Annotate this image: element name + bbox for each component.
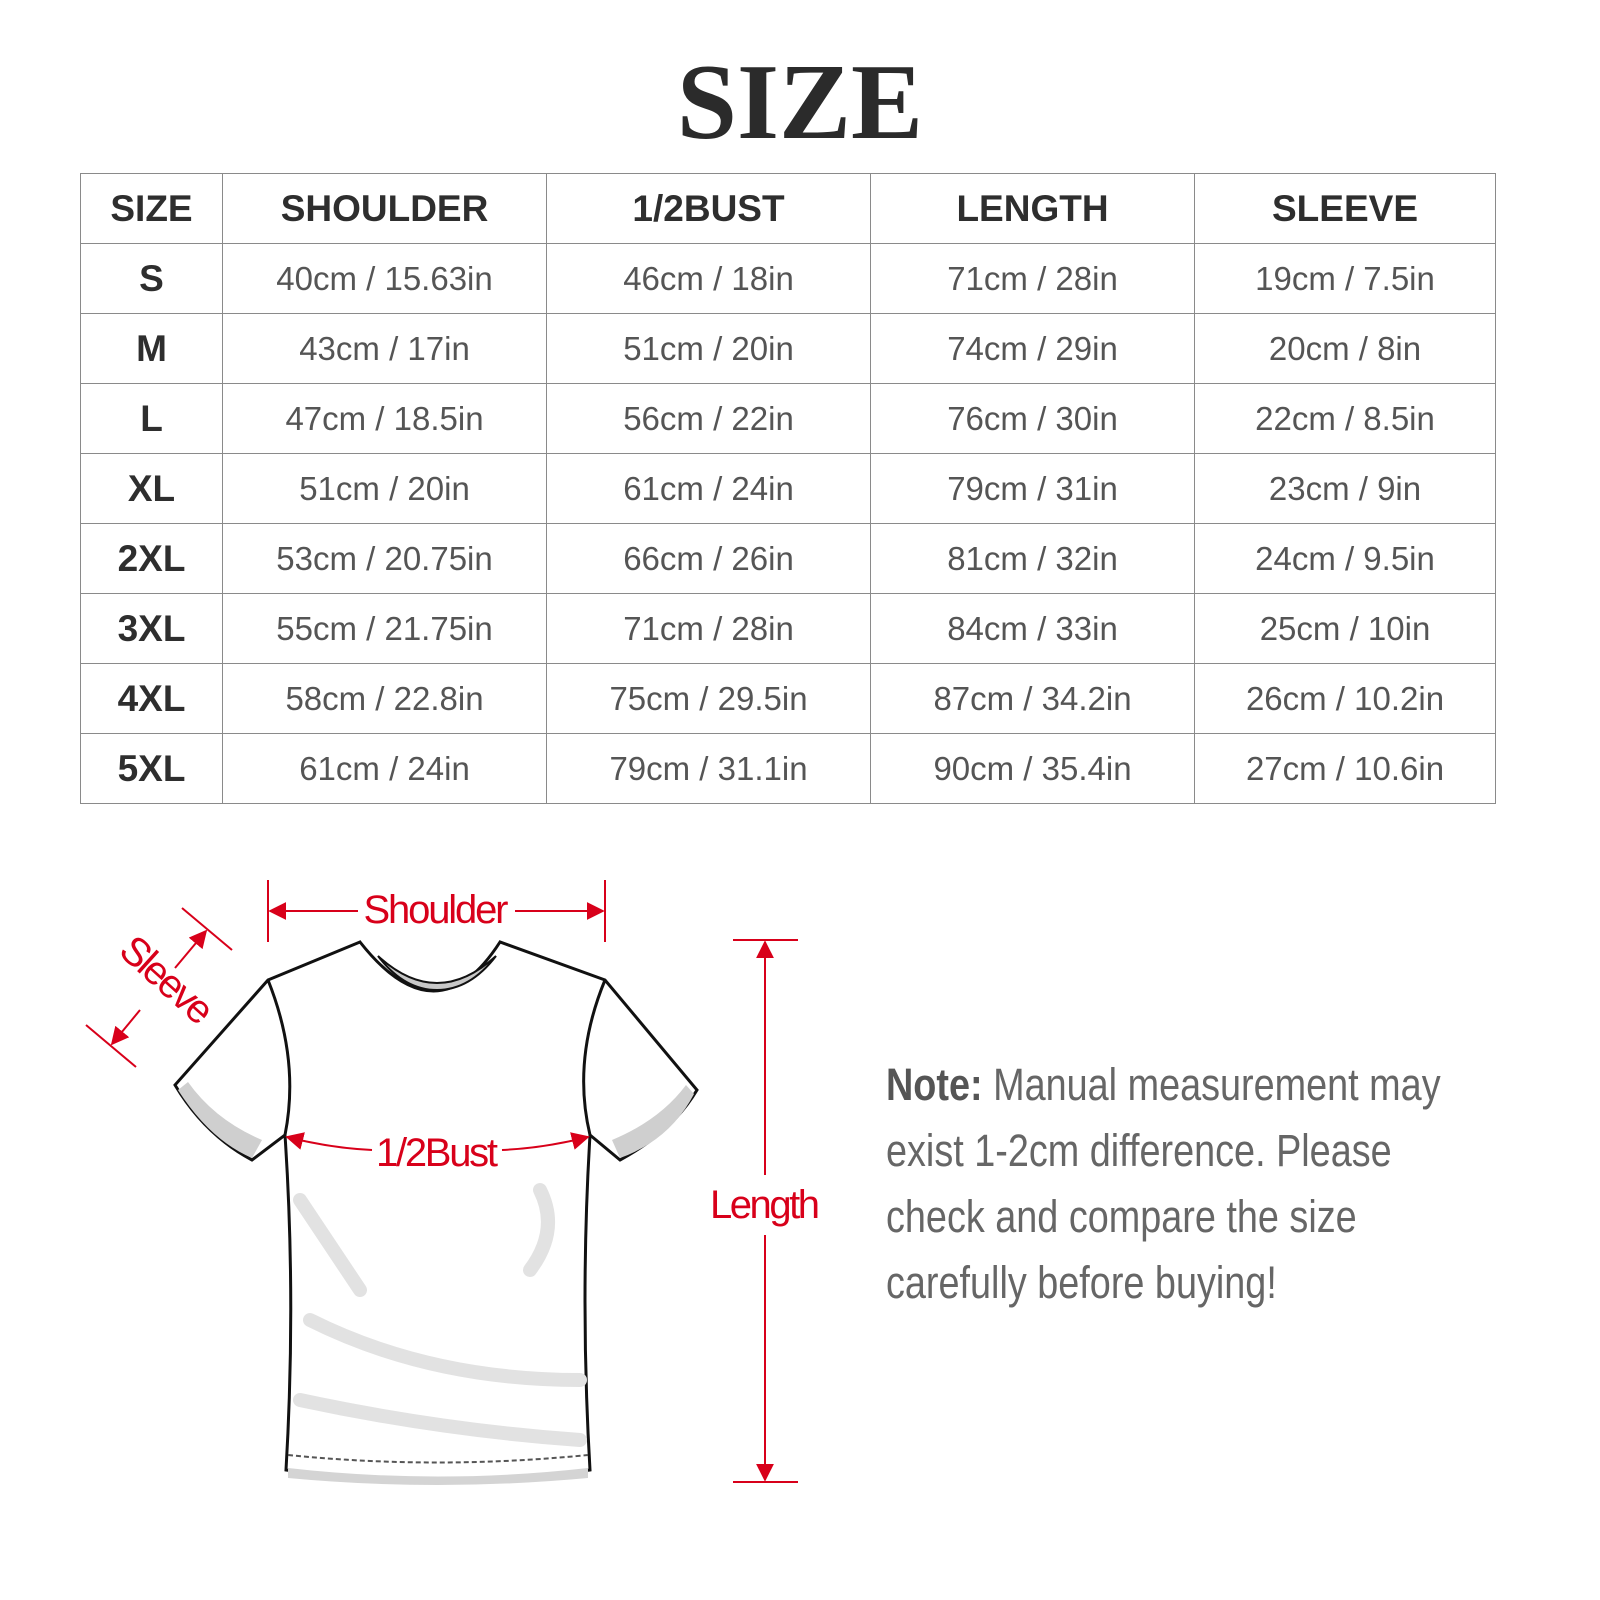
measurement-cell: 25cm / 10in <box>1194 593 1496 664</box>
shoulder-label: Shoulder <box>364 888 509 932</box>
sleeve-label: Sleeve <box>111 927 222 1033</box>
note-line: Manual measurement may <box>993 1059 1441 1110</box>
size-note: Note: Manual measurement may exist 1-2cm… <box>886 1052 1441 1316</box>
note-line: carefully before buying! <box>886 1257 1277 1308</box>
size-cell: XL <box>80 453 223 524</box>
measurement-cell: 81cm / 32in <box>870 523 1195 594</box>
column-header: SLEEVE <box>1194 173 1496 244</box>
shoulder-measure: Shoulder <box>267 880 606 942</box>
table-row: 4XL 58cm / 22.8in 75cm / 29.5in 87cm / 34.2… <box>80 663 1496 734</box>
measurement-cell: 43cm / 17in <box>222 313 547 384</box>
measurement-cell: 46cm / 18in <box>546 243 871 314</box>
measurement-cell: 71cm / 28in <box>546 593 871 664</box>
table-row: L 47cm / 18.5in 56cm / 22in 76cm / 30in 22cm… <box>80 383 1496 454</box>
size-cell: L <box>80 383 223 454</box>
measurement-cell: 22cm / 8.5in <box>1194 383 1496 454</box>
length-label: Length <box>710 1183 820 1227</box>
column-header: LENGTH <box>870 173 1195 244</box>
measurement-cell: 71cm / 28in <box>870 243 1195 314</box>
table-row: 3XL 55cm / 21.75in 71cm / 28in 84cm / 33in 2… <box>80 593 1496 664</box>
column-header: 1/2BUST <box>546 173 871 244</box>
measurement-cell: 19cm / 7.5in <box>1194 243 1496 314</box>
size-cell: 5XL <box>80 733 223 804</box>
tshirt-outline <box>173 940 699 1485</box>
bust-label: 1/2Bust <box>376 1131 498 1175</box>
measurement-cell: 55cm / 21.75in <box>222 593 547 664</box>
size-cell: 3XL <box>80 593 223 664</box>
measurement-cell: 90cm / 35.4in <box>870 733 1195 804</box>
measurement-cell: 79cm / 31in <box>870 453 1195 524</box>
column-header: SIZE <box>80 173 223 244</box>
measurement-cell: 84cm / 33in <box>870 593 1195 664</box>
note-line: exist 1-2cm difference. Please <box>886 1125 1392 1176</box>
note-line: check and compare the size <box>886 1191 1357 1242</box>
measurement-cell: 79cm / 31.1in <box>546 733 871 804</box>
measurement-cell: 56cm / 22in <box>546 383 871 454</box>
measurement-cell: 61cm / 24in <box>546 453 871 524</box>
size-cell: M <box>80 313 223 384</box>
measurement-cell: 58cm / 22.8in <box>222 663 547 734</box>
page-title: SIZE <box>676 43 924 162</box>
table-header-row: SIZE SHOULDER 1/2BUST LENGTH SLEEVE <box>80 173 1496 244</box>
measurement-cell: 74cm / 29in <box>870 313 1195 384</box>
bust-measure: 1/2Bust <box>285 1131 590 1175</box>
table-row: 2XL 53cm / 20.75in 66cm / 26in 81cm / 32in 2… <box>80 523 1496 594</box>
table-row: 5XL 61cm / 24in 79cm / 31.1in 90cm / 35.4in… <box>80 733 1496 804</box>
measurement-cell: 47cm / 18.5in <box>222 383 547 454</box>
measurement-cell: 53cm / 20.75in <box>222 523 547 594</box>
measurement-cell: 51cm / 20in <box>546 313 871 384</box>
size-cell: 2XL <box>80 523 223 594</box>
measurement-cell: 26cm / 10.2in <box>1194 663 1496 734</box>
measurement-cell: 66cm / 26in <box>546 523 871 594</box>
measurement-cell: 75cm / 29.5in <box>546 663 871 734</box>
measurement-cell: 23cm / 9in <box>1194 453 1496 524</box>
measurement-cell: 76cm / 30in <box>870 383 1195 454</box>
measurement-cell: 51cm / 20in <box>222 453 547 524</box>
measurement-cell: 40cm / 15.63in <box>222 243 547 314</box>
size-cell: S <box>80 243 223 314</box>
table-row: M 43cm / 17in 51cm / 20in 74cm / 29in 20cm /… <box>80 313 1496 384</box>
measurement-cell: 27cm / 10.6in <box>1194 733 1496 804</box>
column-header: SHOULDER <box>222 173 547 244</box>
table-body: S 40cm / 15.63in 46cm / 18in 71cm / 28in 19c… <box>80 243 1496 804</box>
table-row: S 40cm / 15.63in 46cm / 18in 71cm / 28in 19c… <box>80 243 1496 314</box>
measurement-cell: 61cm / 24in <box>222 733 547 804</box>
note-label: Note: <box>886 1059 983 1110</box>
size-cell: 4XL <box>80 663 223 734</box>
measurement-cell: 87cm / 34.2in <box>870 663 1195 734</box>
length-measure: Length <box>710 939 820 1483</box>
tshirt-diagram: Shoulder Sleeve 1/2Bust Length <box>85 880 820 1485</box>
table-row: XL 51cm / 20in 61cm / 24in 79cm / 31in 23cm … <box>80 453 1496 524</box>
size-table: SIZE SHOULDER 1/2BUST LENGTH SLEEVE S 40cm / … <box>80 173 1496 804</box>
measurement-cell: 20cm / 8in <box>1194 313 1496 384</box>
measurement-cell: 24cm / 9.5in <box>1194 523 1496 594</box>
